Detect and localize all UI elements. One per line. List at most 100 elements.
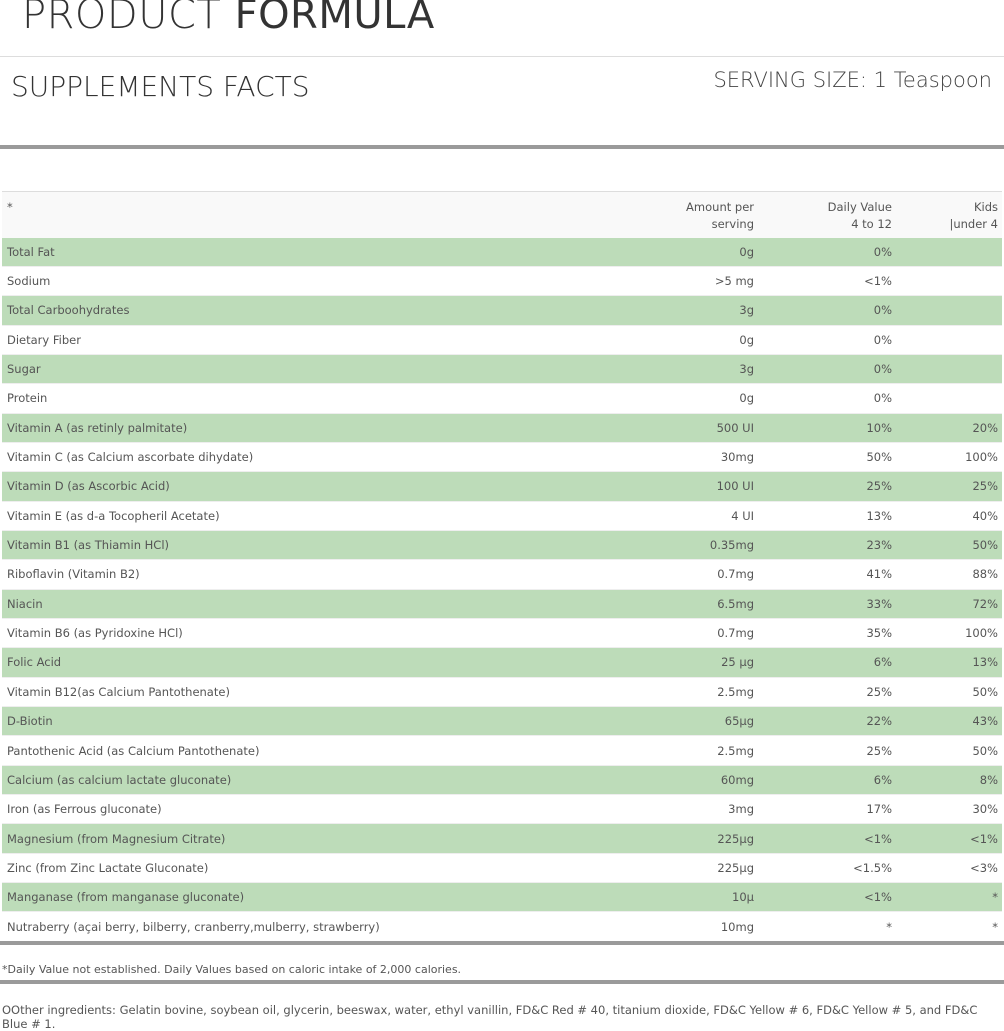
kids-value (896, 325, 1002, 355)
kids-value (896, 237, 1002, 267)
nutrient-name: Total Fat (2, 237, 630, 267)
daily-value: 50% (758, 442, 896, 473)
column-header: Kids |under 4 (896, 192, 1002, 238)
daily-value: <1% (758, 823, 896, 854)
column-header-line: * (7, 200, 13, 214)
daily-value: 0% (758, 383, 896, 414)
amount: 60mg (630, 765, 758, 796)
nutrient-name: Pantothenic Acid (as Calcium Pantothenat… (2, 735, 630, 766)
amount: 3g (630, 354, 758, 385)
daily-value: 6% (758, 765, 896, 796)
daily-value: 35% (758, 618, 896, 649)
serving-size: SERVING SIZE: 1 Teaspoon (713, 68, 992, 92)
amount: 225µg (630, 823, 758, 854)
column-header-line: Daily Value (827, 200, 892, 214)
amount: 65µg (630, 706, 758, 737)
amount: 25 µg (630, 647, 758, 678)
daily-value: 0% (758, 295, 896, 326)
table-row: Magnesium (from Magnesium Citrate) 225µg <… (2, 823, 1002, 854)
amount: 0g (630, 383, 758, 414)
nutrient-name: Manganase (from manganase gluconate) (2, 882, 630, 913)
section-title: SUPPLEMENTS FACTS (11, 70, 310, 103)
table-row: Total Carboohydrates 3g 0% (2, 295, 1002, 326)
daily-value: <1.5% (758, 853, 896, 884)
table-row: Nutraberry (açai berry, bilberry, cranbe… (2, 911, 1002, 942)
nutrient-name: Vitamin B1 (as Thiamin HCl) (2, 530, 630, 561)
amount: 0g (630, 237, 758, 267)
table-row: Vitamin B1 (as Thiamin HCl) 0.35mg 23% 50% (2, 530, 1002, 561)
title-bold: FORMULA (234, 0, 435, 38)
table-row: Folic Acid 25 µg 6% 13% (2, 647, 1002, 678)
amount: 0g (630, 325, 758, 355)
kids-value: 8% (896, 765, 1002, 796)
nutrient-name: Vitamin C (as Calcium ascorbate dihydate… (2, 442, 630, 473)
table-row: Vitamin A (as retinly palmitate) 500 UI 10… (2, 413, 1002, 443)
kids-value: <1% (896, 823, 1002, 854)
nutrient-name: Vitamin B6 (as Pyridoxine HCl) (2, 618, 630, 649)
divider (0, 56, 1004, 57)
amount: 10mg (630, 911, 758, 942)
table-row: Protein 0g 0% (2, 383, 1002, 414)
table-row: Vitamin E (as d-a Tocopheril Acetate) 4 U… (2, 501, 1002, 531)
kids-value: 13% (896, 647, 1002, 678)
kids-value: 30% (896, 794, 1002, 825)
amount: 4 UI (630, 501, 758, 531)
nutrient-name: Calcium (as calcium lactate gluconate) (2, 765, 630, 796)
kids-value: 100% (896, 618, 1002, 649)
table-row: Pantothenic Acid (as Calcium Pantothenat… (2, 735, 1002, 766)
nutrient-name: Total Carboohydrates (2, 295, 630, 326)
table-row: Riboflavin (Vitamin B2) 0.7mg 41% 88% (2, 559, 1002, 590)
daily-value: 22% (758, 706, 896, 737)
kids-value (896, 383, 1002, 414)
amount: 500 UI (630, 413, 758, 443)
table-row: Vitamin D (as Ascorbic Acid) 100 UI 25% 25% (2, 471, 1002, 502)
daily-value: 6% (758, 647, 896, 678)
column-header-line: Kids (973, 200, 998, 214)
kids-value: 25% (896, 471, 1002, 502)
table-row: Vitamin B12(as Calcium Pantothenate) 2.5m… (2, 677, 1002, 708)
table-row: Manganase (from manganase gluconate) 10µ <… (2, 882, 1002, 913)
nutrient-name: Folic Acid (2, 647, 630, 678)
nutrient-name: Vitamin E (as d-a Tocopheril Acetate) (2, 501, 630, 531)
kids-value: 50% (896, 677, 1002, 708)
amount: 30mg (630, 442, 758, 473)
daily-value: 25% (758, 677, 896, 708)
column-header-line: Amount per (686, 200, 754, 214)
kids-value: * (896, 911, 1002, 942)
nutrient-name: Zinc (from Zinc Lactate Gluconate) (2, 853, 630, 884)
kids-value: 72% (896, 589, 1002, 619)
kids-value: 88% (896, 559, 1002, 590)
amount: 2.5mg (630, 735, 758, 766)
kids-value: <3% (896, 853, 1002, 884)
amount: 6.5mg (630, 589, 758, 619)
column-header: Daily Value 4 to 12 (758, 192, 896, 238)
table-row: Iron (as Ferrous gluconate) 3mg 17% 30% (2, 794, 1002, 825)
title-light: PRODUCT (22, 0, 235, 38)
nutrient-name: Nutraberry (açai berry, bilberry, cranbe… (2, 911, 630, 942)
kids-value: 43% (896, 706, 1002, 737)
nutrient-name: Protein (2, 383, 630, 414)
nutrient-name: Sugar (2, 354, 630, 385)
table-header: * Amount per serving Daily Value 4 to 12 Kids… (2, 191, 1002, 238)
nutrient-name: Riboflavin (Vitamin B2) (2, 559, 630, 590)
daily-value: 33% (758, 589, 896, 619)
nutrient-name: Dietary Fiber (2, 325, 630, 355)
divider (0, 941, 1004, 945)
kids-value: 40% (896, 501, 1002, 531)
nutrient-name: Magnesium (from Magnesium Citrate) (2, 823, 630, 854)
daily-value: 25% (758, 471, 896, 502)
table-row: Vitamin B6 (as Pyridoxine HCl) 0.7mg 35% 10… (2, 618, 1002, 649)
daily-value: <1% (758, 882, 896, 913)
kids-value (896, 295, 1002, 326)
supplement-facts-table: * Amount per serving Daily Value 4 to 12 Kids… (2, 191, 1002, 942)
amount: 0.35mg (630, 530, 758, 561)
table-row: D-Biotin 65µg 22% 43% (2, 706, 1002, 737)
column-header: * (2, 192, 630, 238)
footnote: *Daily Value not established. Daily Valu… (2, 963, 462, 976)
nutrient-name: D-Biotin (2, 706, 630, 737)
table-row: Sodium >5 mg <1% (2, 266, 1002, 297)
amount: 0.7mg (630, 618, 758, 649)
kids-value (896, 354, 1002, 385)
table-row: Sugar 3g 0% (2, 354, 1002, 385)
kids-value: * (896, 882, 1002, 913)
